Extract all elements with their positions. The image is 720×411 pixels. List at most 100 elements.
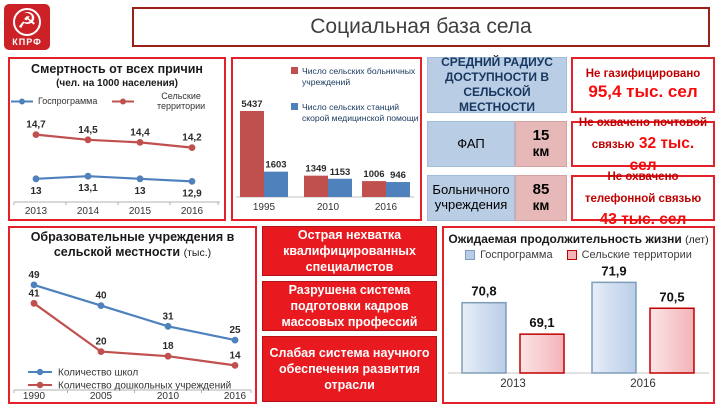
svg-text:41: 41 — [28, 288, 40, 299]
mortality-panel: Смертность от всех причин (чел. на 1000 … — [8, 57, 226, 221]
stat-boxes: Не газифицировано 95,4 тыс. сел Не охвач… — [571, 57, 715, 228]
svg-text:1603: 1603 — [265, 160, 286, 171]
svg-text:2010: 2010 — [157, 391, 180, 401]
radius-value-number: 85 — [532, 181, 550, 199]
life-legend-item-0: Госпрограмма — [465, 249, 553, 261]
svg-text:2010: 2010 — [317, 202, 340, 213]
svg-text:2015: 2015 — [129, 206, 152, 217]
mortality-chart-subtitle: (чел. на 1000 населения) — [56, 78, 178, 89]
stat-text: Не газифицировано — [585, 68, 701, 81]
education-chart-title: Образовательные учреждения в сельской ме… — [24, 230, 242, 260]
legend-label: Сельские территории — [581, 248, 692, 261]
stat-value: 43 тыс. сел — [599, 210, 687, 228]
education-title-unit: (тыс.) — [183, 247, 212, 259]
line-marker-icon — [112, 98, 135, 104]
svg-text:2013: 2013 — [25, 206, 48, 217]
kprf-logo: ☭ КПРФ — [4, 4, 50, 50]
life-legend-item-1: Сельские территории — [566, 248, 692, 261]
mortality-legend: Госпрограмма Сельские территории — [10, 91, 224, 111]
radius-row-label: ФАП — [427, 121, 515, 167]
hammer-and-sickle-icon: ☭ — [13, 7, 41, 36]
svg-text:учреждений: учреждений — [302, 77, 350, 87]
life-chart-svg: 70,8 69,1 2013 71,9 70,5 2016 — [448, 263, 709, 389]
radius-row-hospital: Больничного учреждения 85 км — [427, 175, 567, 221]
svg-text:2016: 2016 — [630, 378, 656, 389]
svg-text:1006: 1006 — [363, 169, 384, 180]
svg-text:Количество дошкольных учрежден: Количество дошкольных учреждений — [58, 381, 231, 392]
svg-text:71,9: 71,9 — [601, 263, 626, 278]
svg-text:25: 25 — [229, 325, 241, 336]
problem-box-2: Слабая система научного обеспечения разв… — [262, 336, 437, 402]
svg-text:13: 13 — [30, 186, 42, 197]
logo-text: КПРФ — [12, 36, 42, 47]
svg-text:69,1: 69,1 — [529, 315, 554, 330]
radius-row-value: 85 км — [515, 175, 567, 221]
radius-value-number: 15 — [532, 127, 550, 145]
svg-text:13,1: 13,1 — [78, 183, 98, 194]
svg-text:12,9: 12,9 — [182, 188, 202, 199]
legend-label: Сельские территории — [157, 91, 206, 111]
svg-text:Число сельских станций: Число сельских станций — [302, 102, 399, 112]
svg-text:2013: 2013 — [500, 378, 526, 389]
svg-text:49: 49 — [28, 270, 40, 281]
stat-value: 32 тыс. сел — [629, 134, 695, 174]
education-chart-svg: 1990 2005 2010 2016 49 40 31 25 41 20 18 14 Количест… — [13, 270, 252, 401]
radius-panel: СРЕДНИЙ РАДИУС ДОСТУПНОСТИ В СЕЛЬСКОЙ МЕ… — [427, 55, 567, 221]
stat-box-gas: Не газифицировано 95,4 тыс. сел — [571, 57, 715, 113]
life-chart-title: Ожидаемая продолжительность жизни (лет) — [444, 232, 713, 247]
svg-text:70,8: 70,8 — [471, 283, 496, 298]
hospitals-chart-svg: 5437 1603 1995 1349 1153 2010 1006 946 2016 Число… — [236, 66, 419, 213]
svg-text:1349: 1349 — [305, 164, 326, 175]
mortality-legend-item-0: Госпрограмма — [10, 96, 97, 106]
hospitals-panel: 5437 1603 1995 1349 1153 2010 1006 946 2016 Число… — [231, 57, 422, 221]
radius-value-unit: км — [532, 197, 550, 213]
radius-row-label: Больничного учреждения — [427, 175, 515, 221]
svg-text:31: 31 — [162, 311, 174, 322]
life-legend: Госпрограмма Сельские территории — [444, 249, 713, 261]
svg-text:5437: 5437 — [241, 99, 262, 110]
legend-swatch-icon — [566, 249, 577, 260]
svg-text:40: 40 — [95, 291, 107, 302]
slide-title-box: Социальная база села — [132, 7, 710, 47]
svg-text:14,2: 14,2 — [182, 133, 202, 144]
stat-value: 95,4 тыс. сел — [588, 82, 698, 102]
stat-text: Не охвачено телефонной связью — [584, 171, 702, 206]
radius-row-fap: ФАП 15 км — [427, 121, 567, 167]
svg-text:2005: 2005 — [90, 391, 113, 401]
mortality-chart-title: Смертность от всех причин — [31, 62, 203, 76]
svg-text:1153: 1153 — [330, 167, 351, 178]
mortality-chart-svg: 2013 2014 2015 2016 13 13,1 13 12,9 14,7 14,5 14,4… — [13, 120, 220, 217]
svg-text:2016: 2016 — [375, 202, 398, 213]
radius-header: СРЕДНИЙ РАДИУС ДОСТУПНОСТИ В СЕЛЬСКОЙ МЕ… — [427, 55, 567, 114]
svg-text:скорой медицинской помощи: скорой медицинской помощи — [302, 113, 419, 123]
svg-text:70,5: 70,5 — [659, 289, 684, 304]
svg-text:2014: 2014 — [77, 206, 100, 217]
life-title-text: Ожидаемая продолжительность жизни — [448, 232, 682, 246]
svg-text:18: 18 — [162, 341, 174, 352]
svg-text:Число сельских больничных: Число сельских больничных — [302, 66, 416, 76]
svg-text:1990: 1990 — [23, 391, 46, 401]
line-marker-icon — [11, 98, 33, 104]
radius-value-unit: км — [532, 143, 550, 159]
life-expectancy-panel: Ожидаемая продолжительность жизни (лет) … — [442, 226, 715, 404]
stat-box-phone: Не охвачено телефонной связью 43 тыс. се… — [571, 171, 715, 228]
svg-text:14: 14 — [229, 350, 241, 361]
problem-box-1: Разрушена система подготовки кадров масс… — [262, 281, 437, 331]
page-title: Социальная база села — [310, 15, 532, 38]
education-panel: Образовательные учреждения в сельской ме… — [8, 226, 257, 404]
legend-label: Госпрограмма — [38, 96, 98, 106]
svg-text:20: 20 — [95, 337, 107, 348]
mortality-legend-item-1: Сельские территории — [111, 91, 224, 111]
svg-text:1995: 1995 — [253, 202, 276, 213]
svg-text:14,5: 14,5 — [78, 125, 98, 136]
svg-text:13: 13 — [134, 186, 146, 197]
legend-label: Госпрограмма — [480, 248, 553, 261]
radius-row-value: 15 км — [515, 121, 567, 167]
stat-box-post: Не охвачено почтовой связью 32 тыс. сел — [571, 117, 715, 174]
problem-boxes: Острая нехватка квалифицированных специа… — [262, 226, 437, 404]
svg-text:2016: 2016 — [181, 206, 204, 217]
legend-swatch-icon — [465, 249, 476, 260]
svg-text:946: 946 — [390, 170, 406, 181]
problem-box-0: Острая нехватка квалифицированных специа… — [262, 226, 437, 276]
